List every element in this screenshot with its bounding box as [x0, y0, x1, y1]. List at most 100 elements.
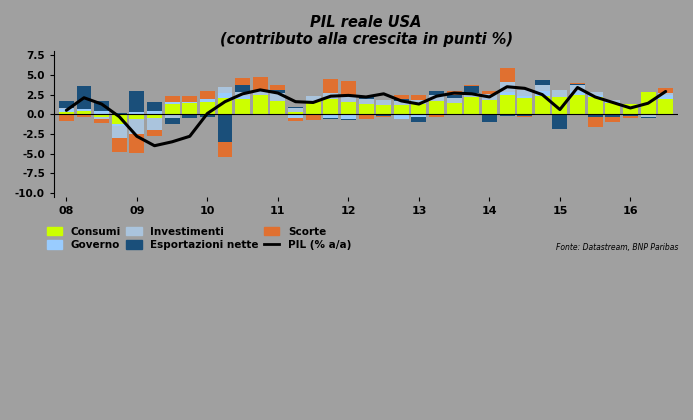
Bar [482, 100, 497, 114]
Bar [464, 85, 480, 86]
Bar [147, 111, 162, 114]
Bar [253, 94, 267, 114]
Bar [59, 112, 74, 114]
Bar [535, 80, 550, 85]
Bar [200, 102, 215, 114]
Bar [112, 138, 127, 152]
Bar [218, 114, 232, 142]
Bar [429, 114, 444, 115]
Bar [500, 92, 514, 94]
Bar [447, 94, 462, 98]
Bar [464, 97, 480, 114]
Bar [412, 104, 426, 114]
Bar [165, 114, 179, 118]
Bar [358, 97, 374, 99]
Bar [588, 97, 603, 114]
Bar [464, 93, 480, 97]
Bar [147, 102, 162, 111]
Title: PIL reale USA
(contributo alla crescita in punti %): PIL reale USA (contributo alla crescita … [220, 15, 513, 47]
Bar [447, 103, 462, 114]
Bar [376, 115, 391, 116]
Bar [235, 92, 250, 96]
Bar [500, 114, 514, 116]
Bar [658, 99, 673, 114]
Bar [306, 114, 321, 115]
Bar [358, 114, 374, 115]
Bar [200, 99, 215, 102]
Bar [482, 94, 497, 100]
Bar [412, 100, 426, 104]
Bar [218, 98, 232, 114]
Bar [552, 114, 568, 129]
Bar [253, 77, 267, 90]
Bar [640, 117, 656, 118]
Bar [306, 96, 321, 101]
Bar [658, 88, 673, 93]
Bar [623, 116, 638, 118]
Bar [394, 105, 409, 114]
Bar [500, 94, 514, 114]
Bar [358, 115, 374, 119]
Bar [94, 101, 109, 111]
Bar [76, 115, 91, 118]
Bar [605, 100, 620, 102]
Bar [165, 104, 179, 114]
Bar [570, 95, 585, 114]
Bar [235, 99, 250, 114]
Bar [394, 114, 409, 119]
Bar [623, 104, 638, 114]
Bar [570, 84, 585, 86]
Bar [412, 95, 426, 100]
Bar [376, 105, 391, 114]
Bar [59, 101, 74, 108]
Bar [535, 85, 550, 91]
Bar [270, 85, 286, 90]
Bar [182, 96, 198, 102]
Bar [640, 92, 656, 114]
Bar [341, 102, 356, 114]
Bar [552, 97, 568, 114]
Bar [623, 114, 638, 115]
Bar [500, 82, 514, 92]
Bar [358, 99, 374, 104]
Bar [588, 92, 603, 95]
Bar [270, 114, 286, 116]
Bar [59, 108, 74, 109]
Bar [570, 91, 585, 95]
Bar [535, 96, 550, 114]
Bar [94, 111, 109, 114]
Bar [112, 126, 127, 138]
Bar [605, 102, 620, 114]
Bar [447, 92, 462, 94]
Bar [306, 115, 321, 120]
Bar [270, 90, 286, 93]
Bar [182, 114, 198, 118]
Bar [358, 104, 374, 114]
Bar [165, 118, 179, 124]
Bar [429, 100, 444, 114]
Bar [218, 87, 232, 93]
Bar [270, 101, 286, 114]
Bar [323, 99, 338, 114]
Bar [235, 96, 250, 99]
Bar [112, 124, 127, 126]
Bar [59, 109, 74, 112]
Bar [59, 114, 74, 121]
Bar [658, 93, 673, 95]
Bar [130, 134, 144, 152]
Bar [253, 90, 267, 94]
Bar [147, 118, 162, 130]
Bar [94, 114, 109, 117]
Bar [429, 115, 444, 117]
Bar [394, 101, 409, 105]
Bar [517, 97, 532, 114]
Bar [112, 113, 127, 114]
Bar [376, 116, 391, 118]
Bar [535, 114, 550, 115]
Bar [288, 114, 303, 118]
Bar [94, 119, 109, 123]
Bar [147, 130, 162, 136]
Text: Fonte: Datastream, BNP Paribas: Fonte: Datastream, BNP Paribas [556, 244, 678, 252]
Bar [182, 103, 198, 114]
Bar [306, 101, 321, 114]
